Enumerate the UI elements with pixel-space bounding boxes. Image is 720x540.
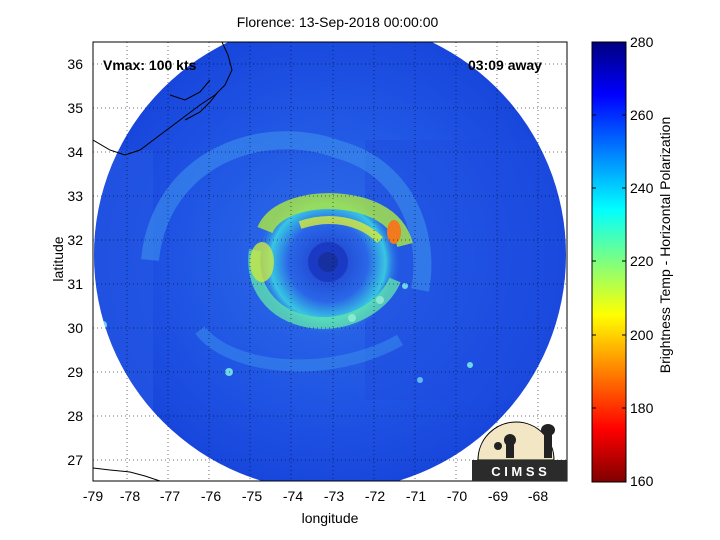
y-tick: 36 — [67, 56, 83, 72]
x-tick: -72 — [364, 488, 386, 504]
colorbar-tick: 240 — [630, 180, 654, 196]
gridlines — [93, 42, 567, 481]
y-tick: 27 — [67, 452, 83, 468]
y-tick: 32 — [67, 232, 83, 248]
x-tick: -77 — [159, 488, 181, 504]
x-tick: -75 — [241, 488, 263, 504]
logo-text: C I M S S — [491, 464, 547, 479]
y-tick: 31 — [67, 276, 83, 292]
brightness-temp-swath — [94, 42, 566, 481]
y-tick: 35 — [67, 100, 83, 116]
colorbar-label: Brightness Temp - Horizontal Polarizatio… — [657, 116, 673, 374]
y-axis-label: latitude — [50, 236, 66, 282]
colorbar-tick: 220 — [630, 253, 654, 269]
x-tick: -74 — [282, 488, 304, 504]
x-tick: -78 — [119, 488, 141, 504]
vmax-label: Vmax: 100 kts — [103, 57, 197, 73]
x-tick: -79 — [82, 488, 104, 504]
colorbar-tick: 200 — [630, 327, 654, 343]
warm-spot-marker — [387, 220, 401, 244]
y-tick: 28 — [67, 408, 83, 424]
colorbar-tick: 180 — [630, 400, 654, 416]
y-tick: 34 — [67, 144, 83, 160]
y-tick: 30 — [67, 320, 83, 336]
x-axis-label: longitude — [301, 510, 359, 526]
coastline — [93, 42, 233, 481]
x-tick: -69 — [487, 488, 509, 504]
y-tick: 33 — [67, 188, 83, 204]
colorbar-tick: 260 — [630, 107, 654, 123]
colorbar-tick: 280 — [630, 34, 654, 50]
cimss-logo-icon: C I M S S — [472, 421, 567, 481]
x-tick: -68 — [527, 488, 549, 504]
x-tick: -76 — [200, 488, 222, 504]
x-tick: -70 — [446, 488, 468, 504]
colorbar-tick: 160 — [630, 473, 654, 489]
colorbar — [591, 41, 627, 483]
axes-frame — [92, 41, 568, 482]
y-tick: 29 — [67, 364, 83, 380]
page-title: Florence: 13-Sep-2018 00:00:00 — [236, 14, 439, 30]
x-tick: -73 — [323, 488, 345, 504]
x-tick: -71 — [405, 488, 427, 504]
time-away-label: 03:09 away — [468, 57, 542, 73]
